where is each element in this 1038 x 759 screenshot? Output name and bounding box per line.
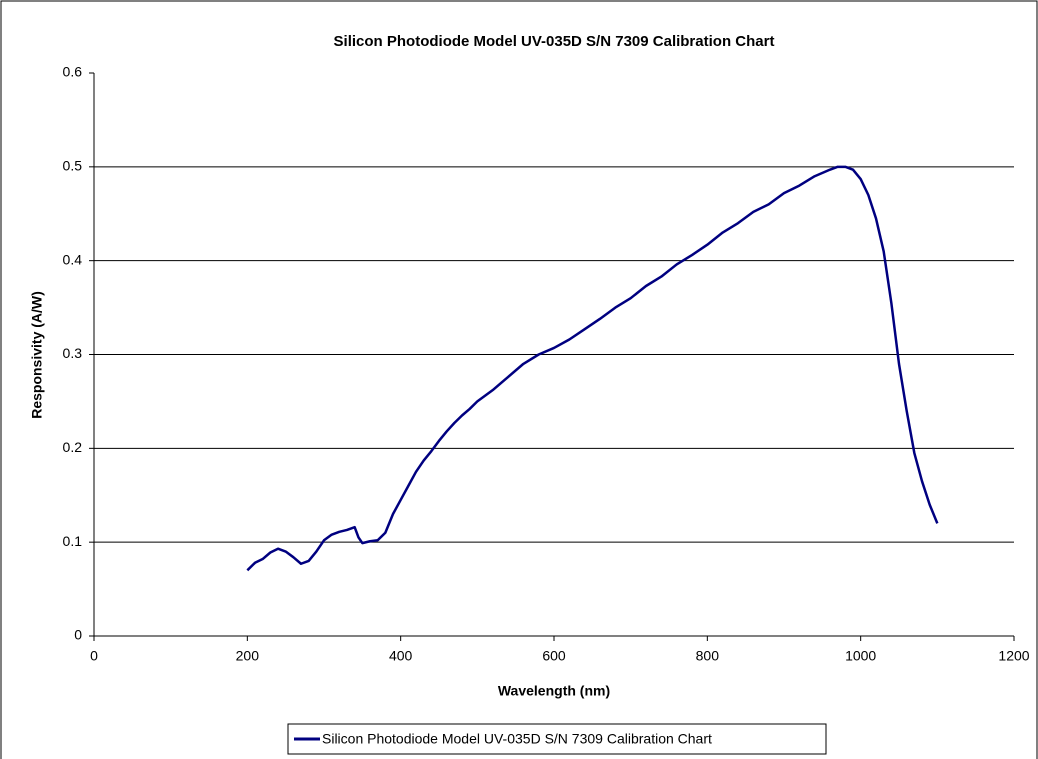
x-tick-label: 200 [236, 648, 260, 664]
x-tick-label: 800 [696, 648, 720, 664]
y-tick-label: 0.5 [63, 158, 83, 174]
y-tick-label: 0 [74, 627, 82, 643]
legend-label: Silicon Photodiode Model UV-035D S/N 730… [322, 731, 712, 747]
x-tick-label: 400 [389, 648, 413, 664]
x-tick-label: 1200 [998, 648, 1029, 664]
y-tick-label: 0.2 [63, 439, 83, 455]
x-tick-label: 1000 [845, 648, 876, 664]
y-tick-label: 0.6 [63, 64, 83, 80]
x-tick-label: 0 [90, 648, 98, 664]
x-tick-label: 600 [542, 648, 566, 664]
legend-box [287, 723, 827, 755]
x-axis-label: Wavelength (nm) [498, 683, 610, 699]
data-line [246, 165, 939, 572]
chart-title: Silicon Photodiode Model UV-035D S/N 730… [334, 33, 775, 50]
y-tick-label: 0.4 [63, 251, 83, 267]
y-axis-label: Responsivity (A/W) [29, 291, 45, 419]
y-tick-label: 0.1 [63, 533, 83, 549]
y-tick-label: 0.3 [63, 345, 83, 361]
